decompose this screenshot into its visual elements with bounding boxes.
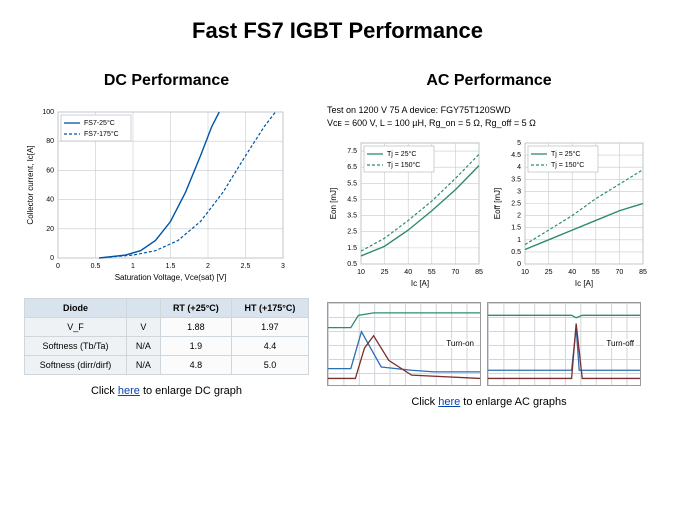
dc-column: DC Performance 0 0.5 1 1.5 2 2.5 3 0 20 40 60 80 100… (24, 72, 309, 408)
svg-text:Tj = 150°C: Tj = 150°C (387, 161, 420, 169)
dc-enlarge-link[interactable]: here (118, 385, 140, 397)
svg-text:Tj = 150°C: Tj = 150°C (551, 161, 584, 169)
table-cell: 5.0 (231, 356, 308, 375)
svg-text:85: 85 (475, 269, 483, 276)
svg-text:2.5: 2.5 (511, 201, 521, 208)
table-cell: 4.8 (160, 356, 231, 375)
svg-text:3.5: 3.5 (347, 213, 357, 220)
table-cell: N/A (127, 356, 161, 375)
test-line-1: Test on 1200 V 75 A device: FGY75T120SWD (327, 104, 651, 117)
svg-text:60: 60 (46, 167, 54, 174)
svg-text:1.5: 1.5 (166, 263, 176, 270)
eoff-chart: 10 25 40 55 70 85 0 0.5 1 1.5 2 2.5 3 3.5 4 4.5 5 Ic [A] E… (491, 135, 649, 290)
svg-text:4: 4 (517, 164, 521, 171)
svg-text:2: 2 (517, 213, 521, 220)
svg-text:1.5: 1.5 (347, 245, 357, 252)
svg-text:Saturation Voltage, Vce(sat) [: Saturation Voltage, Vce(sat) [V] (115, 273, 227, 282)
table-cell: 1.88 (160, 318, 231, 337)
svg-text:40: 40 (568, 269, 576, 276)
svg-text:0.5: 0.5 (347, 261, 357, 268)
svg-text:2: 2 (206, 263, 210, 270)
svg-text:Ic [A]: Ic [A] (575, 279, 593, 288)
svg-text:40: 40 (404, 269, 412, 276)
svg-text:3: 3 (517, 189, 521, 196)
svg-text:40: 40 (46, 197, 54, 204)
ac-enlarge-link[interactable]: here (438, 396, 460, 408)
svg-text:70: 70 (452, 269, 460, 276)
svg-text:3: 3 (281, 263, 285, 270)
svg-text:85: 85 (639, 269, 647, 276)
svg-text:55: 55 (428, 269, 436, 276)
svg-text:25: 25 (545, 269, 553, 276)
eon-chart: 10 25 40 55 70 85 0.5 1.5 2.5 3.5 4.5 5.5 6.5 7.5 Ic [… (327, 135, 485, 290)
svg-text:0.5: 0.5 (511, 249, 521, 256)
svg-text:20: 20 (46, 226, 54, 233)
svg-text:Tj = 25°C: Tj = 25°C (387, 150, 416, 158)
svg-text:10: 10 (357, 269, 365, 276)
svg-text:2.5: 2.5 (241, 263, 251, 270)
dc-chart: 0 0.5 1 1.5 2 2.5 3 0 20 40 60 80 100 Saturation Volt… (24, 104, 309, 284)
svg-text:Collector current, Ic[A]: Collector current, Ic[A] (26, 145, 35, 224)
table-cell: 4.4 (231, 337, 308, 356)
test-conditions: Test on 1200 V 75 A device: FGY75T120SWD… (327, 104, 651, 129)
ac-column: AC Performance Test on 1200 V 75 A devic… (327, 72, 651, 408)
table-cell: 1.9 (160, 337, 231, 356)
diode-table: DiodeRT (+25°C)HT (+175°C) V_FV1.881.97S… (24, 298, 309, 375)
svg-text:55: 55 (592, 269, 600, 276)
svg-text:4.5: 4.5 (511, 152, 521, 159)
table-row: V_FV1.881.97 (25, 318, 309, 337)
svg-text:0.5: 0.5 (91, 263, 101, 270)
turn-off-waveform: Turn-off (487, 302, 641, 386)
table-header: HT (+175°C) (231, 299, 308, 318)
svg-text:100: 100 (42, 109, 54, 116)
ac-link-line: Click here to enlarge AC graphs (327, 396, 651, 408)
test-line-2: Vᴄᴇ = 600 V, L = 100 µH, Rg_on = 5 Ω, Rg… (327, 117, 651, 130)
table-row: Softness (Tb/Ta)N/A1.94.4 (25, 337, 309, 356)
table-header: RT (+25°C) (160, 299, 231, 318)
svg-text:3.5: 3.5 (511, 176, 521, 183)
svg-text:6.5: 6.5 (347, 164, 357, 171)
svg-text:FS7-175°C: FS7-175°C (84, 130, 119, 138)
table-cell: N/A (127, 337, 161, 356)
svg-text:1: 1 (517, 237, 521, 244)
table-cell: 1.97 (231, 318, 308, 337)
svg-text:Eoff [mJ]: Eoff [mJ] (493, 188, 502, 219)
svg-text:Ic [A]: Ic [A] (411, 279, 429, 288)
table-header (127, 299, 161, 318)
ac-link-suffix: to enlarge AC graphs (460, 396, 566, 408)
table-cell: Softness (Tb/Ta) (25, 337, 127, 356)
svg-text:70: 70 (616, 269, 624, 276)
dc-link-prefix: Click (91, 385, 118, 397)
svg-text:0: 0 (50, 255, 54, 262)
page-title: Fast FS7 IGBT Performance (24, 18, 651, 44)
svg-text:0: 0 (56, 263, 60, 270)
table-row: Softness (dirr/dirf)N/A4.85.0 (25, 356, 309, 375)
table-cell: V (127, 318, 161, 337)
svg-text:4.5: 4.5 (347, 197, 357, 204)
svg-text:Tj = 25°C: Tj = 25°C (551, 150, 580, 158)
dc-link-line: Click here to enlarge DC graph (24, 385, 309, 397)
svg-text:10: 10 (521, 269, 529, 276)
table-cell: Softness (dirr/dirf) (25, 356, 127, 375)
svg-text:25: 25 (381, 269, 389, 276)
svg-text:7.5: 7.5 (347, 148, 357, 155)
table-cell: V_F (25, 318, 127, 337)
turn-on-waveform: Turn-on (327, 302, 481, 386)
svg-text:1: 1 (131, 263, 135, 270)
ac-subtitle: AC Performance (327, 72, 651, 90)
table-header: Diode (25, 299, 127, 318)
dc-link-suffix: to enlarge DC graph (140, 385, 242, 397)
svg-text:2.5: 2.5 (347, 229, 357, 236)
svg-text:FS7-25°C: FS7-25°C (84, 119, 115, 127)
turn-off-label: Turn-off (604, 339, 636, 348)
svg-text:5.5: 5.5 (347, 181, 357, 188)
svg-text:80: 80 (46, 138, 54, 145)
svg-text:5: 5 (517, 140, 521, 147)
svg-text:0: 0 (517, 261, 521, 268)
dc-subtitle: DC Performance (24, 72, 309, 90)
turn-on-label: Turn-on (444, 339, 476, 348)
svg-text:1.5: 1.5 (511, 225, 521, 232)
ac-link-prefix: Click (411, 396, 438, 408)
svg-text:Eon [mJ]: Eon [mJ] (329, 188, 338, 220)
